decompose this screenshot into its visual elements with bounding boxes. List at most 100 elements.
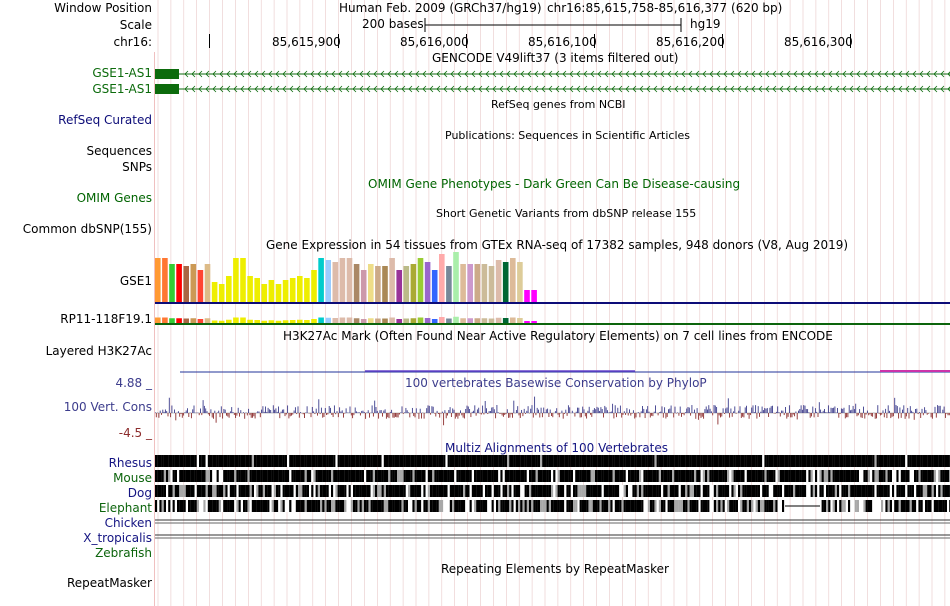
gtex-bar-small[interactable]: [226, 319, 232, 323]
gtex-bar-small[interactable]: [510, 317, 516, 324]
gtex-bar[interactable]: [297, 276, 303, 302]
gtex-bar-small[interactable]: [240, 317, 246, 324]
refseq-title[interactable]: RefSeq genes from NCBI: [491, 98, 626, 111]
gtex-bar-graph[interactable]: [155, 252, 950, 327]
gtex-bar-small[interactable]: [275, 320, 282, 323]
dbsnp-label[interactable]: Common dbSNP(155): [22, 222, 152, 236]
gtex-bar-small[interactable]: [474, 318, 481, 323]
gtex-bar-small[interactable]: [197, 319, 204, 323]
gtex-bar-small[interactable]: [218, 320, 225, 323]
gtex-bar[interactable]: [332, 262, 339, 302]
repeatmasker-title[interactable]: Repeating Elements by RepeatMasker: [441, 562, 669, 576]
gtex-bar-small[interactable]: [318, 317, 324, 324]
gtex-bar[interactable]: [467, 264, 473, 302]
gtex-bar[interactable]: [325, 260, 331, 302]
multiz-rhesus-label[interactable]: Rhesus: [108, 456, 152, 470]
gtex-gse1-label[interactable]: GSE1: [119, 274, 152, 288]
gtex-bar[interactable]: [339, 258, 346, 302]
multiz-zebrafish-label[interactable]: Zebrafish: [95, 546, 152, 560]
gtex-bar[interactable]: [431, 270, 438, 302]
gtex-bar-small[interactable]: [211, 320, 218, 324]
gtex-bar[interactable]: [460, 264, 466, 302]
gtex-bar[interactable]: [240, 258, 246, 302]
gtex-bar[interactable]: [353, 264, 360, 302]
gtex-bar-small[interactable]: [368, 318, 374, 323]
gtex-bar-small[interactable]: [424, 318, 431, 323]
gtex-bar[interactable]: [162, 258, 168, 302]
gtex-bar[interactable]: [268, 280, 275, 302]
gtex-bar[interactable]: [524, 290, 530, 302]
phylop-title[interactable]: 100 vertebrates Basewise Conservation by…: [405, 376, 707, 390]
gtex-bar-small[interactable]: [453, 316, 459, 323]
gtex-bar[interactable]: [453, 252, 459, 302]
gtex-bar[interactable]: [275, 284, 282, 302]
gtex-bar-small[interactable]: [467, 318, 473, 323]
multiz-chicken-label[interactable]: Chicken: [104, 516, 152, 530]
gtex-title[interactable]: Gene Expression in 54 tissues from GTEx …: [266, 238, 849, 252]
gtex-bar-small[interactable]: [247, 319, 253, 323]
gtex-bar[interactable]: [424, 262, 431, 302]
gtex-bar-small[interactable]: [339, 317, 346, 324]
gtex-bar-small[interactable]: [495, 317, 502, 323]
gtex-bar-small[interactable]: [389, 317, 395, 324]
multiz-alignment-blocks[interactable]: [155, 454, 950, 544]
gtex-bar[interactable]: [410, 264, 417, 302]
multiz-dog-label[interactable]: Dog: [127, 486, 152, 500]
gtex-bar-small[interactable]: [289, 320, 296, 323]
multiz-title[interactable]: Multiz Alignments of 100 Vertebrates: [445, 441, 669, 455]
gtex-bar-small[interactable]: [481, 318, 488, 323]
gtex-bar[interactable]: [360, 270, 367, 302]
gtex-bar[interactable]: [531, 290, 537, 302]
gtex-bar[interactable]: [261, 284, 268, 302]
gtex-bar-small[interactable]: [176, 318, 182, 323]
publications-title[interactable]: Publications: Sequences in Scientific Ar…: [445, 129, 690, 142]
gtex-bar-small[interactable]: [524, 321, 530, 323]
gtex-bar[interactable]: [417, 258, 424, 302]
phylop-label[interactable]: 100 Vert. Cons: [63, 400, 152, 414]
refseq-label[interactable]: RefSeq Curated: [58, 113, 152, 127]
gtex-bar[interactable]: [446, 266, 452, 302]
gtex-bar[interactable]: [176, 264, 182, 302]
h3k27ac-label[interactable]: Layered H3K27Ac: [45, 344, 152, 358]
gtex-bar-small[interactable]: [254, 320, 260, 323]
omim-label[interactable]: OMIM Genes: [76, 191, 152, 205]
gtex-bar-small[interactable]: [183, 318, 189, 324]
gtex-bar[interactable]: [218, 284, 225, 302]
gtex-bar-small[interactable]: [439, 317, 445, 323]
gtex-bar[interactable]: [403, 266, 410, 302]
gtex-bar[interactable]: [190, 264, 197, 302]
gtex-bar-small[interactable]: [431, 319, 438, 323]
gtex-bar-small[interactable]: [261, 320, 268, 323]
dbsnp-title[interactable]: Short Genetic Variants from dbSNP releas…: [436, 207, 697, 220]
gtex-bar[interactable]: [389, 258, 395, 302]
gtex-bar-small[interactable]: [403, 318, 410, 324]
gtex-bar[interactable]: [495, 260, 502, 302]
gtex-bar-small[interactable]: [360, 319, 367, 323]
gencode-exon-2[interactable]: [155, 84, 179, 94]
gtex-bar[interactable]: [289, 278, 296, 302]
gtex-bar[interactable]: [311, 270, 317, 302]
gtex-bar[interactable]: [226, 276, 232, 302]
gtex-bar[interactable]: [254, 278, 260, 302]
gtex-bar-small[interactable]: [531, 321, 537, 323]
publications-snps-label[interactable]: SNPs: [122, 160, 152, 174]
gtex-bar[interactable]: [439, 254, 445, 302]
gtex-bar[interactable]: [488, 266, 495, 302]
gencode-item-2-label[interactable]: GSE1-AS1: [92, 82, 152, 96]
gtex-bar[interactable]: [282, 280, 289, 302]
gtex-bar-small[interactable]: [204, 318, 211, 323]
gtex-bar[interactable]: [474, 264, 481, 302]
gencode-item-1-label[interactable]: GSE1-AS1: [92, 66, 152, 80]
gtex-bar-small[interactable]: [325, 317, 331, 323]
assembly-title[interactable]: Human Feb. 2009 (GRCh37/hg19): [339, 1, 542, 15]
gtex-rp11-label[interactable]: RP11-118F19.1: [60, 312, 152, 326]
omim-title[interactable]: OMIM Gene Phenotypes - Dark Green Can Be…: [368, 177, 741, 191]
gtex-bar[interactable]: [233, 258, 239, 302]
gencode-gene-models[interactable]: [155, 66, 950, 96]
gencode-title[interactable]: GENCODE V49lift37 (3 items filtered out): [432, 51, 679, 65]
gtex-bar-small[interactable]: [297, 319, 303, 323]
repeatmasker-label[interactable]: RepeatMasker: [66, 576, 152, 590]
gtex-bar-small[interactable]: [375, 318, 381, 324]
gtex-bar[interactable]: [375, 266, 381, 302]
publications-sequences-label[interactable]: Sequences: [86, 144, 152, 158]
